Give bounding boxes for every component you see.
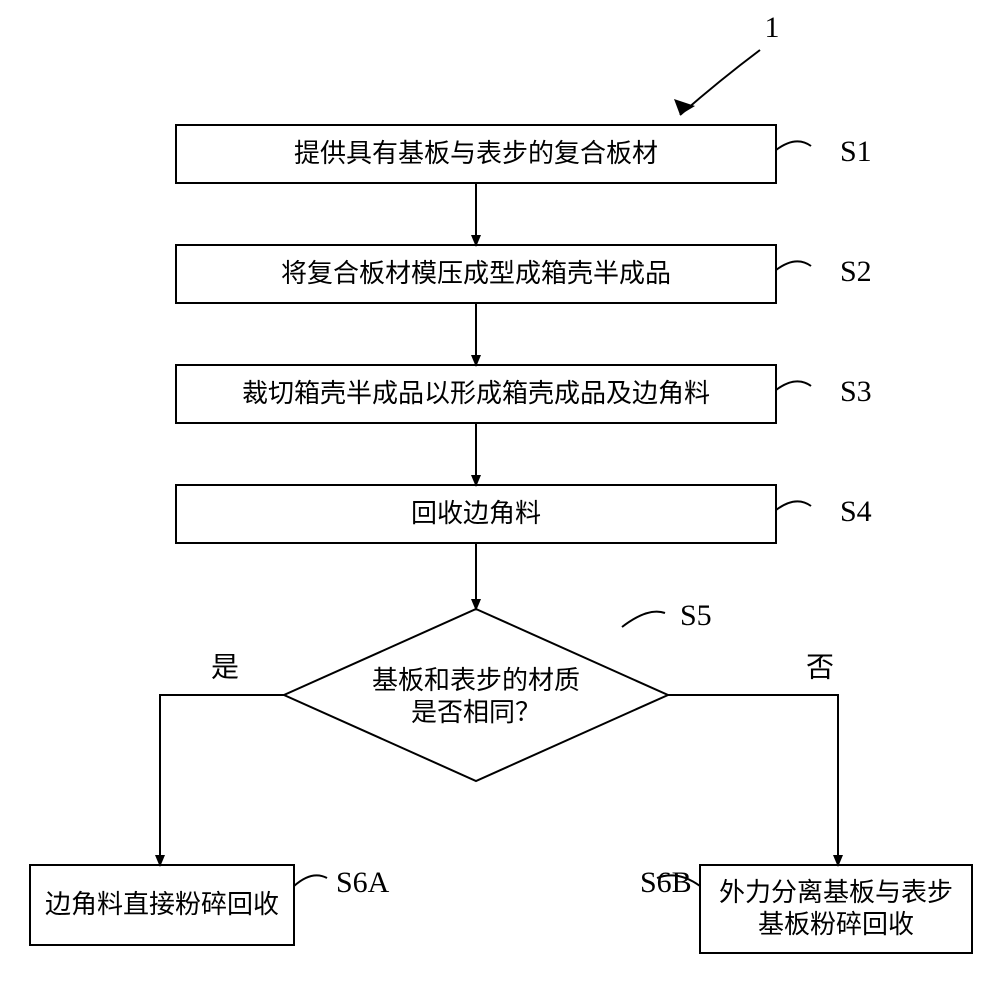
step-text-s3: 裁切箱壳半成品以形成箱壳成品及边角料 [242,379,710,408]
branch-arrow-no [668,695,838,865]
callout-curve-s1 [776,141,811,150]
step-label-s1: S1 [840,135,872,168]
terminal-text-s6b-line1: 外力分离基板与表步 [719,878,953,907]
callout-curve-s3 [776,381,811,390]
branch-label-yes: 是 [211,652,239,683]
callout-curve-s4 [776,501,811,510]
callout-curve-s6a [294,875,327,886]
step-text-s4: 回收边角料 [411,499,541,528]
decision-text-line1: 基板和表步的材质 [372,666,580,695]
decision-label: S5 [680,599,712,632]
step-label-s4: S4 [840,495,872,528]
step-text-s2: 将复合板材模压成型成箱壳半成品 [281,259,671,288]
decision-text-line2: 是否相同？ [411,698,541,727]
terminal-text-s6a: 边角料直接粉碎回收 [45,890,279,919]
step-label-s3: S3 [840,375,872,408]
terminal-label-s6b: S6B [640,866,692,899]
callout-curve-s5 [622,612,665,627]
decision-diamond [284,609,668,781]
figure-number: 1 [765,11,780,44]
figure-pointer-head [674,99,695,115]
step-label-s2: S2 [840,255,872,288]
branch-arrow-yes [160,695,284,865]
step-text-s1: 提供具有基板与表步的复合板材 [294,139,658,168]
branch-label-no: 否 [806,652,834,683]
terminal-text-s6b-line2: 基板粉碎回收 [758,910,914,939]
terminal-label-s6a: S6A [336,866,390,899]
callout-curve-s2 [776,261,811,270]
